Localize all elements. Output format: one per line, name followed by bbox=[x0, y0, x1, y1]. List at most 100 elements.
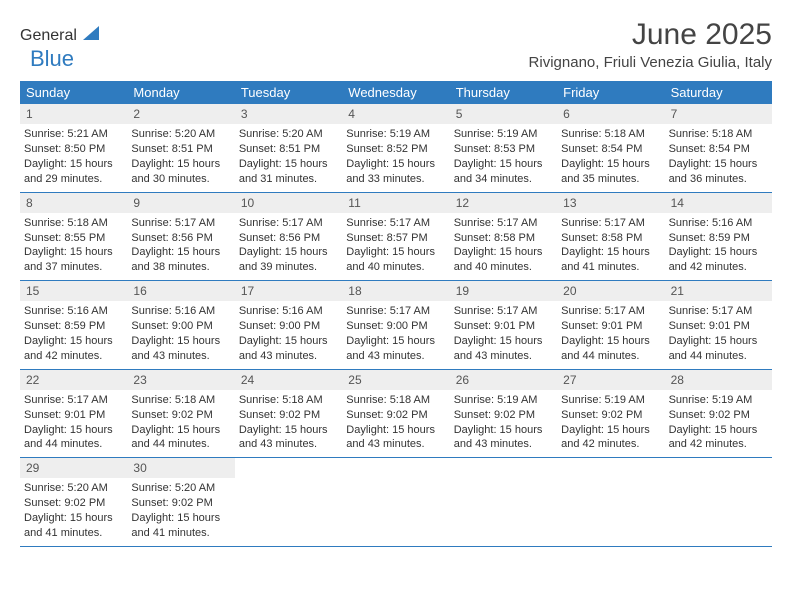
sunset-line: Sunset: 8:52 PM bbox=[346, 142, 445, 157]
daylight-line: Daylight: 15 hours and 43 minutes. bbox=[454, 334, 553, 364]
daylight-line: Daylight: 15 hours and 43 minutes. bbox=[239, 423, 338, 453]
daylight-line: Daylight: 15 hours and 44 minutes. bbox=[24, 423, 123, 453]
calendar-week-row: 15Sunrise: 5:16 AMSunset: 8:59 PMDayligh… bbox=[20, 281, 772, 370]
day-number: 21 bbox=[665, 281, 772, 301]
sunrise-line: Sunrise: 5:17 AM bbox=[346, 216, 445, 231]
sunrise-line: Sunrise: 5:16 AM bbox=[131, 304, 230, 319]
calendar-day: 5Sunrise: 5:19 AMSunset: 8:53 PMDaylight… bbox=[450, 104, 557, 192]
sunrise-line: Sunrise: 5:20 AM bbox=[131, 481, 230, 496]
daylight-line: Daylight: 15 hours and 42 minutes. bbox=[24, 334, 123, 364]
sunrise-line: Sunrise: 5:17 AM bbox=[454, 216, 553, 231]
weekday-header-row: SundayMondayTuesdayWednesdayThursdayFrid… bbox=[20, 81, 772, 104]
sunset-line: Sunset: 9:02 PM bbox=[131, 408, 230, 423]
sunset-line: Sunset: 8:51 PM bbox=[131, 142, 230, 157]
calendar-day: 22Sunrise: 5:17 AMSunset: 9:01 PMDayligh… bbox=[20, 370, 127, 458]
sunrise-line: Sunrise: 5:20 AM bbox=[131, 127, 230, 142]
day-number: 6 bbox=[557, 104, 664, 124]
daylight-line: Daylight: 15 hours and 44 minutes. bbox=[561, 334, 660, 364]
calendar-day: 8Sunrise: 5:18 AMSunset: 8:55 PMDaylight… bbox=[20, 193, 127, 281]
daylight-line: Daylight: 15 hours and 34 minutes. bbox=[454, 157, 553, 187]
sunrise-line: Sunrise: 5:17 AM bbox=[454, 304, 553, 319]
calendar-day-empty bbox=[665, 458, 772, 546]
sunset-line: Sunset: 9:01 PM bbox=[454, 319, 553, 334]
sunrise-line: Sunrise: 5:17 AM bbox=[24, 393, 123, 408]
sunset-line: Sunset: 9:02 PM bbox=[346, 408, 445, 423]
daylight-line: Daylight: 15 hours and 33 minutes. bbox=[346, 157, 445, 187]
calendar-day: 15Sunrise: 5:16 AMSunset: 8:59 PMDayligh… bbox=[20, 281, 127, 369]
calendar-day: 24Sunrise: 5:18 AMSunset: 9:02 PMDayligh… bbox=[235, 370, 342, 458]
calendar-day: 23 Sunrise: 5:18 AMSunset: 9:02 PMDayligh… bbox=[127, 370, 234, 458]
calendar-day: 2Sunrise: 5:20 AMSunset: 8:51 PMDaylight… bbox=[127, 104, 234, 192]
weekday-header-cell: Monday bbox=[127, 81, 234, 104]
day-number: 24 bbox=[235, 370, 342, 390]
calendar-day: 13Sunrise: 5:17 AMSunset: 8:58 PMDayligh… bbox=[557, 193, 664, 281]
sunset-line: Sunset: 8:54 PM bbox=[561, 142, 660, 157]
day-number: 25 bbox=[342, 370, 449, 390]
day-number: 10 bbox=[235, 193, 342, 213]
calendar-day: 7Sunrise: 5:18 AMSunset: 8:54 PMDaylight… bbox=[665, 104, 772, 192]
sunset-line: Sunset: 8:53 PM bbox=[454, 142, 553, 157]
calendar-day-empty bbox=[557, 458, 664, 546]
sunrise-line: Sunrise: 5:19 AM bbox=[346, 127, 445, 142]
sunrise-line: Sunrise: 5:18 AM bbox=[131, 393, 230, 408]
sunrise-line: Sunrise: 5:20 AM bbox=[24, 481, 123, 496]
calendar-day: 3Sunrise: 5:20 AMSunset: 8:51 PMDaylight… bbox=[235, 104, 342, 192]
calendar-day: 28Sunrise: 5:19 AMSunset: 9:02 PMDayligh… bbox=[665, 370, 772, 458]
calendar-day: 27Sunrise: 5:19 AMSunset: 9:02 PMDayligh… bbox=[557, 370, 664, 458]
daylight-line: Daylight: 15 hours and 40 minutes. bbox=[346, 245, 445, 275]
weekday-header-cell: Sunday bbox=[20, 81, 127, 104]
day-number: 4 bbox=[342, 104, 449, 124]
sunrise-line: Sunrise: 5:17 AM bbox=[131, 216, 230, 231]
day-number: 17 bbox=[235, 281, 342, 301]
sunrise-line: Sunrise: 5:18 AM bbox=[239, 393, 338, 408]
calendar-day: 16Sunrise: 5:16 AMSunset: 9:00 PMDayligh… bbox=[127, 281, 234, 369]
calendar-day: 19 Sunrise: 5:17 AMSunset: 9:01 PMDayligh… bbox=[450, 281, 557, 369]
calendar-day: 9Sunrise: 5:17 AMSunset: 8:56 PMDaylight… bbox=[127, 193, 234, 281]
weekday-header-cell: Friday bbox=[557, 81, 664, 104]
sunrise-line: Sunrise: 5:18 AM bbox=[346, 393, 445, 408]
sunrise-line: Sunrise: 5:19 AM bbox=[454, 393, 553, 408]
day-number: 22 bbox=[20, 370, 127, 390]
day-number: 23 bbox=[127, 370, 234, 390]
day-number: 20 bbox=[557, 281, 664, 301]
sunrise-line: Sunrise: 5:17 AM bbox=[669, 304, 768, 319]
day-number: 1 bbox=[20, 104, 127, 124]
weekday-header-cell: Tuesday bbox=[235, 81, 342, 104]
day-number: 16 bbox=[127, 281, 234, 301]
daylight-line: Daylight: 15 hours and 43 minutes. bbox=[346, 423, 445, 453]
sunset-line: Sunset: 8:50 PM bbox=[24, 142, 123, 157]
day-number: 3 bbox=[235, 104, 342, 124]
sunrise-line: Sunrise: 5:18 AM bbox=[669, 127, 768, 142]
daylight-line: Daylight: 15 hours and 35 minutes. bbox=[561, 157, 660, 187]
sunrise-line: Sunrise: 5:19 AM bbox=[669, 393, 768, 408]
header: General June 2025 Rivignano, Friuli Vene… bbox=[20, 18, 772, 71]
day-number: 2 bbox=[127, 104, 234, 124]
sunrise-line: Sunrise: 5:16 AM bbox=[24, 304, 123, 319]
sunrise-line: Sunrise: 5:19 AM bbox=[561, 393, 660, 408]
daylight-line: Daylight: 15 hours and 44 minutes. bbox=[669, 334, 768, 364]
daylight-line: Daylight: 15 hours and 44 minutes. bbox=[131, 423, 230, 453]
calendar: SundayMondayTuesdayWednesdayThursdayFrid… bbox=[20, 81, 772, 547]
calendar-day: 6Sunrise: 5:18 AMSunset: 8:54 PMDaylight… bbox=[557, 104, 664, 192]
sunset-line: Sunset: 9:01 PM bbox=[669, 319, 768, 334]
daylight-line: Daylight: 15 hours and 29 minutes. bbox=[24, 157, 123, 187]
calendar-day: 17Sunrise: 5:16 AMSunset: 9:00 PMDayligh… bbox=[235, 281, 342, 369]
daylight-line: Daylight: 15 hours and 31 minutes. bbox=[239, 157, 338, 187]
day-number: 27 bbox=[557, 370, 664, 390]
day-number: 7 bbox=[665, 104, 772, 124]
sunset-line: Sunset: 9:00 PM bbox=[131, 319, 230, 334]
logo-text-general: General bbox=[20, 27, 77, 45]
day-number: 29 bbox=[20, 458, 127, 478]
calendar-day: 11Sunrise: 5:17 AMSunset: 8:57 PMDayligh… bbox=[342, 193, 449, 281]
daylight-line: Daylight: 15 hours and 39 minutes. bbox=[239, 245, 338, 275]
sunrise-line: Sunrise: 5:20 AM bbox=[239, 127, 338, 142]
calendar-day: 21 Sunrise: 5:17 AMSunset: 9:01 PMDayligh… bbox=[665, 281, 772, 369]
calendar-day: 29Sunrise: 5:20 AMSunset: 9:02 PMDayligh… bbox=[20, 458, 127, 546]
day-number: 19 bbox=[450, 281, 557, 301]
calendar-day: 14Sunrise: 5:16 AMSunset: 8:59 PMDayligh… bbox=[665, 193, 772, 281]
sunrise-line: Sunrise: 5:21 AM bbox=[24, 127, 123, 142]
sunset-line: Sunset: 9:02 PM bbox=[24, 496, 123, 511]
daylight-line: Daylight: 15 hours and 42 minutes. bbox=[669, 245, 768, 275]
daylight-line: Daylight: 15 hours and 42 minutes. bbox=[561, 423, 660, 453]
sunset-line: Sunset: 9:00 PM bbox=[346, 319, 445, 334]
